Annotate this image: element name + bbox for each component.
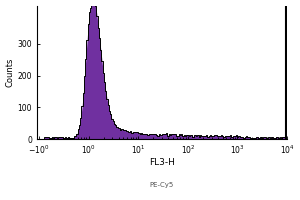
Y-axis label: Counts: Counts xyxy=(6,58,15,87)
X-axis label: FL3-H: FL3-H xyxy=(149,158,175,167)
Text: PE-Cy5: PE-Cy5 xyxy=(150,182,174,188)
